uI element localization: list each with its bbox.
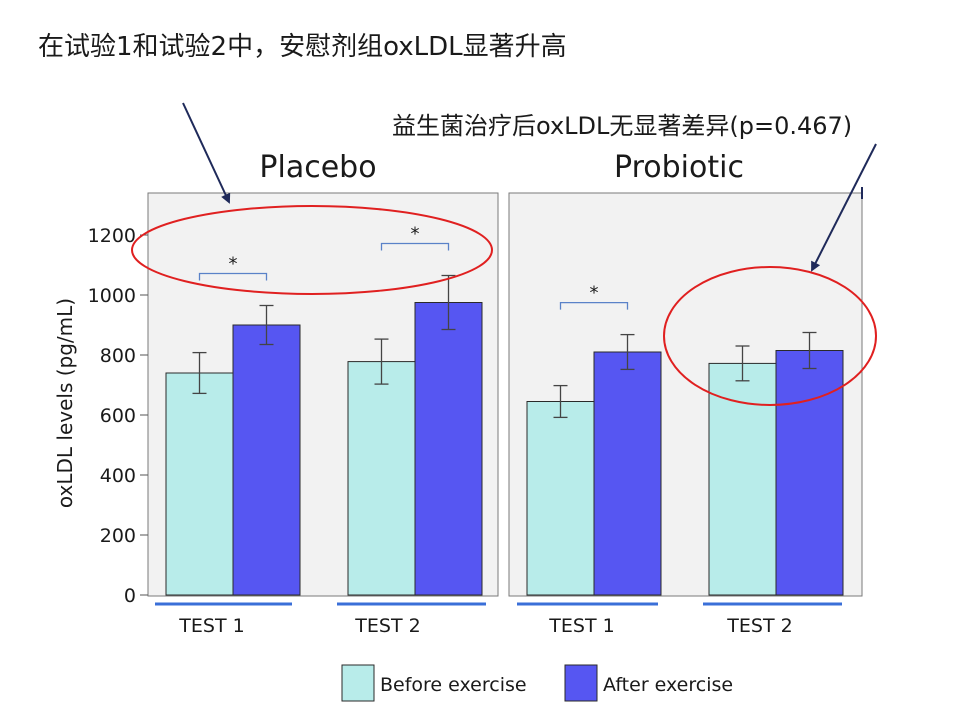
highlight-ellipse-probiotic <box>663 266 877 406</box>
significance-bracket <box>559 301 629 310</box>
legend-label: After exercise <box>603 674 733 696</box>
y-tick-label: 600 <box>100 405 136 427</box>
legend-swatch-before <box>341 664 375 702</box>
significance-star: * <box>411 224 420 245</box>
significance-bracket <box>198 272 268 281</box>
bar-before <box>165 372 234 596</box>
legend-swatch-after <box>564 664 598 702</box>
bar-after <box>414 302 483 596</box>
significance-star: * <box>229 254 238 275</box>
x-axis: TEST 1 TEST 2 TEST 1 TEST 2 <box>155 602 842 637</box>
panel-title-placebo: Placebo <box>259 150 376 185</box>
significance-bracket <box>380 242 450 251</box>
significance-star: * <box>590 283 599 304</box>
y-axis: 0 200 400 600 800 1000 1200 <box>88 187 863 607</box>
annotation-top-right: 益生菌治疗后oxLDL无显著差异(p=0.467) <box>392 112 852 140</box>
bars <box>165 302 844 596</box>
bar-after <box>775 350 844 596</box>
x-tick-label: TEST 2 <box>726 615 792 637</box>
bar-before <box>526 401 595 596</box>
bar-before <box>347 361 416 596</box>
legend: Before exercise After exercise <box>341 664 733 702</box>
bar-after <box>593 351 662 596</box>
x-tick-label: TEST 1 <box>548 615 614 637</box>
y-tick-label: 0 <box>124 585 136 607</box>
legend-label: Before exercise <box>380 674 527 696</box>
x-tick-label: TEST 2 <box>354 615 420 637</box>
y-axis-label: oxLDL levels (pg/mL) <box>53 298 77 508</box>
y-tick-label: 400 <box>100 465 136 487</box>
y-tick-label: 1200 <box>88 225 136 247</box>
y-tick-label: 200 <box>100 525 136 547</box>
significance-brackets: * * * <box>198 224 629 310</box>
x-tick-label: TEST 1 <box>178 615 244 637</box>
y-tick-label: 800 <box>100 345 136 367</box>
bar-before <box>708 362 777 596</box>
y-tick-label: 1000 <box>88 285 136 307</box>
highlight-ellipse-placebo <box>131 205 493 295</box>
annotation-top-left: 在试验1和试验2中，安慰剂组oxLDL显著升高 <box>38 32 567 62</box>
panel-title-probiotic: Probiotic <box>614 150 744 185</box>
error-bars <box>192 274 817 419</box>
arrow-right <box>811 143 877 272</box>
bar-after <box>232 324 301 596</box>
arrow-left <box>182 102 231 204</box>
